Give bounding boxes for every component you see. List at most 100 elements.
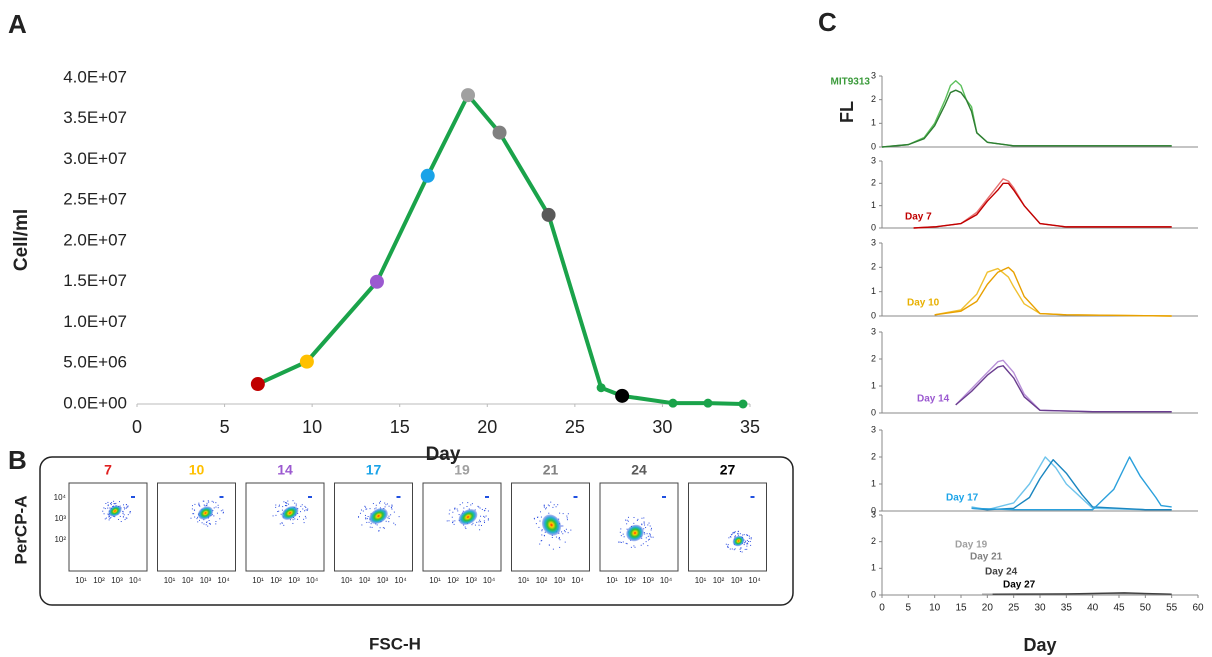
flow-event (297, 518, 299, 520)
flow-event (748, 535, 750, 537)
y-tick-label: 2 (871, 451, 876, 461)
flow-event (194, 509, 196, 511)
flow-event (107, 507, 109, 509)
flow-event (391, 504, 393, 506)
data-line (934, 266, 1172, 317)
flow-event (732, 532, 734, 534)
flow-event (560, 525, 562, 527)
flow-y-title: PerCP-A (11, 496, 30, 565)
flow-event (292, 519, 294, 521)
x-tick-label: 20 (477, 417, 497, 437)
flow-event (361, 524, 363, 526)
flow-event (205, 505, 207, 507)
flow-event (750, 538, 752, 540)
flow-x-tick: 10⁴ (571, 576, 584, 585)
flow-event (391, 505, 393, 507)
flow-event (567, 513, 569, 515)
flow-day-label: 10 (189, 462, 205, 478)
flow-event (283, 524, 285, 526)
flow-x-tick: 10⁴ (748, 576, 761, 585)
flow-event (125, 507, 127, 509)
flow-event (199, 519, 201, 521)
flow-event (110, 504, 112, 506)
flow-event (198, 502, 200, 504)
flow-x-tick: 10³ (200, 576, 212, 585)
flow-x-tick: 10² (536, 576, 548, 585)
flow-event (484, 516, 486, 518)
flow-event (463, 507, 465, 509)
flow-event (543, 535, 545, 537)
flow-event (731, 533, 733, 535)
flow-event (644, 533, 646, 535)
flow-event (449, 509, 451, 511)
flow-event (649, 525, 651, 527)
flow-x-tick: 10² (182, 576, 194, 585)
flow-event (105, 517, 107, 519)
y-tick-label: 1.0E+07 (63, 312, 127, 331)
y-tick-label: 1 (871, 380, 876, 390)
flow-x-title: FSC-H (369, 634, 421, 653)
flow-event (733, 531, 735, 533)
flow-event (729, 536, 731, 538)
flow-event (627, 516, 629, 518)
flow-event (278, 510, 280, 512)
data-point (668, 398, 678, 408)
flow-event (480, 515, 482, 517)
flow-event (378, 530, 380, 532)
flow-event (462, 510, 464, 512)
flow-bead (308, 496, 312, 498)
flow-event (124, 508, 126, 510)
flow-event (211, 514, 213, 516)
flow-event (551, 536, 553, 538)
flow-event (123, 506, 125, 508)
flow-event (295, 503, 297, 505)
flow-day-label: 19 (454, 462, 470, 478)
flow-event (744, 541, 746, 543)
flow-event (300, 511, 302, 513)
flow-event (295, 505, 297, 507)
flow-event (543, 504, 545, 506)
flow-event (471, 524, 473, 526)
flow-event (379, 507, 381, 509)
x-tick-label: 25 (565, 417, 585, 437)
flow-event (558, 538, 560, 540)
flow-event (208, 501, 210, 503)
flow-event (749, 541, 751, 543)
flow-event (127, 514, 129, 516)
data-point (250, 377, 265, 392)
flow-x-tick: 10⁴ (660, 576, 673, 585)
flow-event (555, 536, 557, 538)
flow-event (360, 509, 362, 511)
flow-bead (396, 496, 401, 498)
flow-event (219, 518, 221, 520)
flow-y-tick: 10² (54, 535, 66, 544)
flow-y-tick: 10³ (54, 514, 66, 523)
flow-event (465, 527, 467, 529)
flow-event (746, 534, 748, 536)
flow-event (479, 529, 481, 531)
flow-event (448, 520, 450, 522)
flow-event (454, 520, 456, 522)
flow-event (297, 513, 299, 515)
flow-event (199, 505, 201, 507)
flow-event (393, 522, 395, 524)
flow-event (637, 518, 639, 520)
y-tick-label: 1.5E+07 (63, 271, 127, 290)
flow-event (743, 542, 745, 544)
flow-event (479, 507, 481, 509)
y-tick-label: 0 (871, 407, 876, 417)
flow-event (294, 502, 296, 504)
flow-event (384, 506, 386, 508)
flow-event (369, 526, 371, 528)
flow-event (285, 502, 287, 504)
y-tick-label: 2 (871, 94, 876, 104)
flow-event (362, 510, 364, 512)
flow-event (748, 541, 750, 543)
flow-event (104, 518, 106, 520)
flow-event (535, 523, 537, 525)
flow-event (303, 522, 305, 524)
flow-x-tick: 10² (270, 576, 282, 585)
flow-event (734, 535, 736, 537)
flow-event (375, 507, 377, 509)
flow-density (197, 506, 214, 520)
